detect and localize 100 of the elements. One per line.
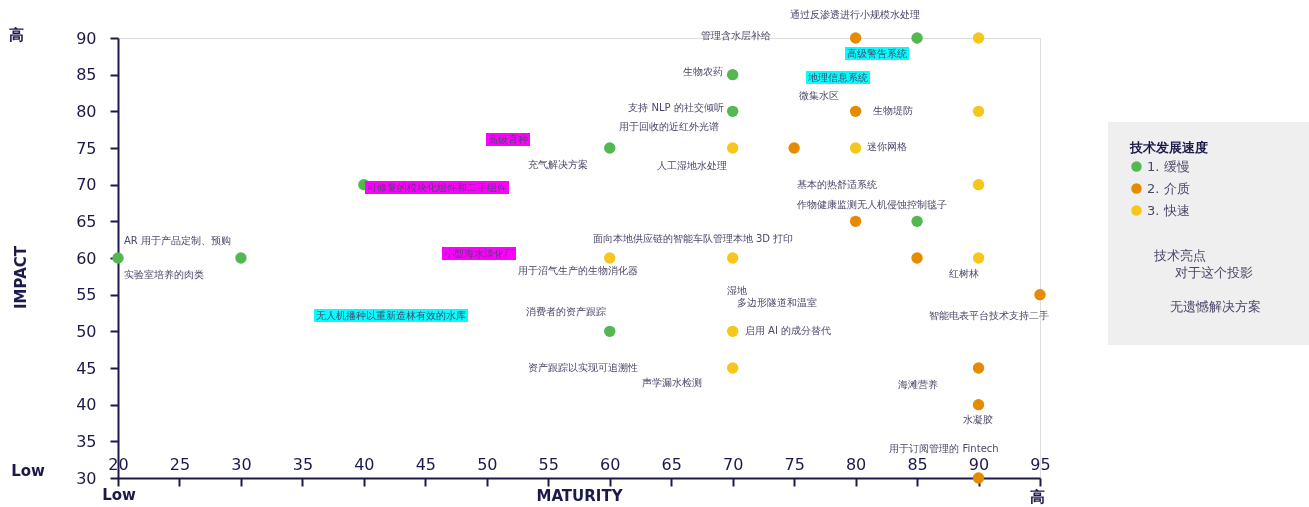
text: 高 (8, 26, 24, 44)
y-axis-title: IMPACT (11, 245, 30, 309)
y-tick-label: 85 (76, 65, 97, 85)
text: Low (102, 486, 136, 504)
annotation: 面向本地供应链的智能车队管理本地 3D 打印 (592, 233, 794, 244)
y-tick-label: 55 (76, 285, 97, 305)
point (604, 142, 616, 154)
annotation: 支持 NLP 的社交倾听 (628, 102, 724, 113)
annotation: 基本的热舒适系统 (797, 179, 877, 190)
annotation: 用于沼气生产的生物消化器 (518, 265, 638, 276)
annotation: 生物农药 (683, 66, 723, 77)
y-tick-label: 90 (76, 28, 97, 48)
point (972, 105, 985, 118)
x-tick-label: 85 (907, 454, 928, 474)
annotation: AR 用于产品定制、预购 (124, 235, 231, 246)
point (849, 215, 862, 228)
point (788, 142, 800, 154)
annotation: 充气解决方案 (528, 159, 588, 170)
annotation: 无人机播种以重新造林有效的水库 (316, 310, 466, 321)
y-tick-label: 35 (76, 431, 97, 451)
point (972, 472, 985, 484)
x-axis-title: MATURITY (536, 486, 624, 505)
text: 高 (1029, 488, 1045, 506)
y-tick-label: 75 (76, 138, 97, 158)
annotation: 迷你网格 (867, 141, 907, 152)
annotation: 多边形隧道和温室 (737, 297, 817, 308)
point (911, 32, 923, 44)
y-tick-label: 80 (76, 101, 97, 121)
x-tick-label: 65 (661, 454, 682, 474)
text: 技术亮点 (1153, 248, 1206, 263)
point (972, 362, 985, 374)
annotation: 智能电表平台技术支持二手 (929, 310, 1049, 321)
y-tick-label: 50 (76, 321, 97, 341)
annotation: 声学漏水检测 (642, 377, 702, 388)
x-tick-label: 55 (538, 454, 559, 474)
text: 无遗憾解决方案 (1170, 299, 1261, 314)
annotation: 高级育种 (488, 134, 528, 145)
annotation: 湿地 (727, 285, 747, 296)
annotation: 可修复的模块化组件和二手组件 (367, 182, 507, 193)
annotation: 地理信息系统 (807, 72, 868, 83)
x-tick-label: 35 (292, 454, 314, 474)
x-tick-label: 25 (169, 454, 191, 474)
y-tick-label: 40 (76, 395, 97, 415)
x-tick-label: 40 (354, 454, 375, 474)
annotation: 启用 AI 的成分替代 (744, 325, 832, 336)
point (604, 252, 616, 264)
point (1034, 288, 1046, 301)
x-tick-label: 70 (722, 454, 744, 474)
x-tick-label: 45 (415, 454, 437, 474)
annotation: 实验室培养的肉类 (124, 269, 204, 280)
legend-title: 技术发展速度 (1129, 140, 1208, 155)
x-tick-label: 50 (477, 454, 498, 474)
point (726, 105, 739, 118)
legend-label: 2. 介质 (1147, 180, 1190, 196)
annotation: 资产跟踪以实现可追溯性 (528, 362, 638, 373)
x-tick-label: 90 (968, 454, 990, 474)
x-tick-label: 60 (600, 454, 621, 474)
text: 对于这个投影 (1175, 265, 1253, 280)
point (112, 252, 124, 264)
text: Low (11, 462, 45, 480)
point (972, 32, 985, 44)
point (972, 178, 985, 191)
annotation: 红树林 (949, 268, 979, 279)
y-tick-label: 30 (76, 468, 97, 488)
point (726, 362, 739, 374)
annotation: 高级警告系统 (847, 48, 907, 59)
annotation: 生物堤防 (873, 105, 913, 116)
annotation: 消费者的资产跟踪 (526, 306, 606, 317)
x-tick-label: 95 (1030, 454, 1051, 474)
point (726, 68, 739, 81)
x-tick-label: 75 (784, 454, 805, 474)
point (235, 252, 247, 264)
y-tick-label: 70 (76, 175, 97, 195)
y-tick-label: 65 (76, 211, 97, 231)
point (604, 325, 616, 338)
annotation: 微集水区 (799, 90, 839, 101)
annotation: 小型海水淡化厂 (444, 248, 514, 259)
annotation: 用于回收的近红外光谱 (619, 121, 719, 132)
annotation: 作物健康监测无人机侵蚀控制毯子 (796, 199, 947, 210)
annotation: 水凝胶 (963, 414, 993, 425)
point (972, 398, 985, 411)
y-tick-label: 60 (76, 248, 97, 268)
legend-label: 1. 缓慢 (1147, 158, 1190, 174)
point (972, 252, 985, 264)
x-tick-label: 30 (231, 454, 252, 474)
point (726, 252, 739, 264)
point (726, 325, 739, 338)
annotation: 用于订阅管理的 Fintech (889, 443, 999, 454)
annotation: 海滩营养 (898, 379, 938, 390)
annotation: 管理含水层补给 (701, 30, 771, 41)
point (726, 142, 739, 154)
legend-label: 3. 快速 (1147, 202, 1190, 218)
point (849, 105, 862, 118)
point (849, 32, 862, 44)
annotation: 人工湿地水处理 (657, 160, 727, 171)
text: 通过反渗透进行小规模水处理 (790, 9, 920, 20)
point (911, 252, 923, 264)
y-tick-label: 45 (76, 358, 97, 378)
point (911, 215, 923, 228)
x-tick-label: 80 (845, 454, 867, 474)
